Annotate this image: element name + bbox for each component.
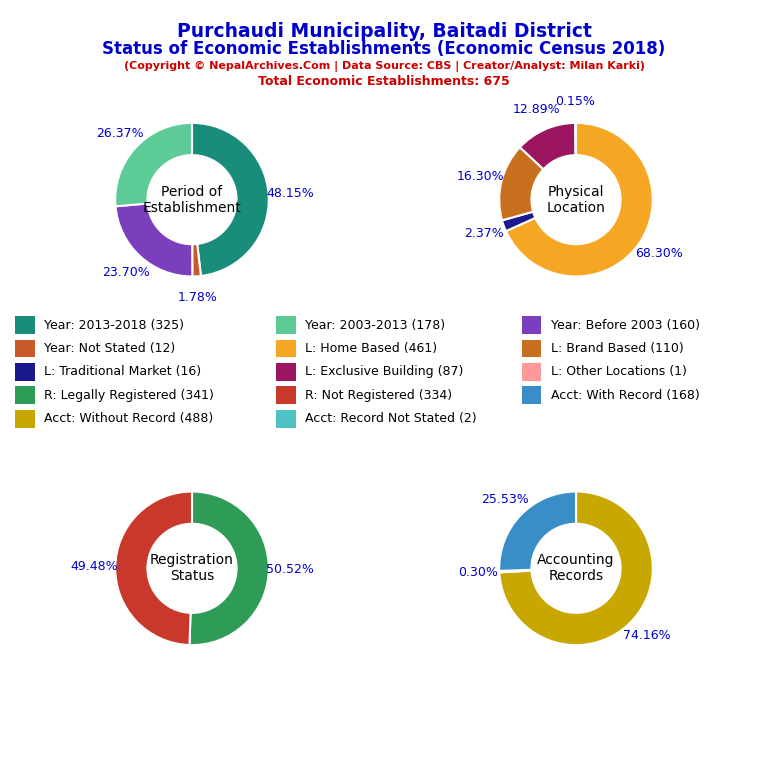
FancyBboxPatch shape	[276, 410, 296, 428]
Text: Year: 2003-2013 (178): Year: 2003-2013 (178)	[305, 319, 445, 332]
Text: R: Not Registered (334): R: Not Registered (334)	[305, 389, 452, 402]
FancyBboxPatch shape	[522, 339, 541, 357]
Wedge shape	[192, 244, 201, 276]
Text: 68.30%: 68.30%	[634, 247, 683, 260]
Text: Accounting
Records: Accounting Records	[538, 553, 614, 584]
Text: 25.53%: 25.53%	[482, 494, 529, 506]
FancyBboxPatch shape	[522, 316, 541, 334]
Wedge shape	[499, 492, 653, 645]
FancyBboxPatch shape	[276, 363, 296, 381]
Text: 49.48%: 49.48%	[70, 560, 118, 573]
Text: 1.78%: 1.78%	[178, 291, 218, 304]
Text: L: Brand Based (110): L: Brand Based (110)	[551, 342, 684, 355]
FancyBboxPatch shape	[15, 410, 35, 428]
Text: 26.37%: 26.37%	[96, 127, 144, 140]
Text: Year: Before 2003 (160): Year: Before 2003 (160)	[551, 319, 700, 332]
Wedge shape	[499, 570, 531, 572]
Wedge shape	[192, 123, 269, 276]
FancyBboxPatch shape	[276, 339, 296, 357]
FancyBboxPatch shape	[522, 363, 541, 381]
Text: Acct: Record Not Stated (2): Acct: Record Not Stated (2)	[305, 412, 476, 425]
Wedge shape	[499, 147, 544, 220]
Text: 48.15%: 48.15%	[266, 187, 314, 200]
Text: 23.70%: 23.70%	[102, 266, 150, 279]
Text: L: Home Based (461): L: Home Based (461)	[305, 342, 437, 355]
FancyBboxPatch shape	[15, 386, 35, 404]
Wedge shape	[190, 492, 269, 645]
Text: 16.30%: 16.30%	[457, 170, 505, 183]
Text: L: Traditional Market (16): L: Traditional Market (16)	[44, 366, 201, 379]
Wedge shape	[115, 204, 192, 276]
Text: Status of Economic Establishments (Economic Census 2018): Status of Economic Establishments (Econo…	[102, 40, 666, 58]
Wedge shape	[115, 123, 192, 207]
Wedge shape	[115, 492, 192, 645]
Text: Registration
Status: Registration Status	[150, 553, 234, 584]
FancyBboxPatch shape	[15, 363, 35, 381]
Text: Year: Not Stated (12): Year: Not Stated (12)	[44, 342, 175, 355]
Text: Year: 2013-2018 (325): Year: 2013-2018 (325)	[44, 319, 184, 332]
Wedge shape	[502, 212, 535, 231]
Text: Physical
Location: Physical Location	[547, 184, 605, 215]
Text: (Copyright © NepalArchives.Com | Data Source: CBS | Creator/Analyst: Milan Karki: (Copyright © NepalArchives.Com | Data So…	[124, 61, 644, 71]
Text: Purchaudi Municipality, Baitadi District: Purchaudi Municipality, Baitadi District	[177, 22, 591, 41]
Text: 74.16%: 74.16%	[624, 630, 671, 643]
Wedge shape	[506, 123, 653, 276]
Text: Acct: Without Record (488): Acct: Without Record (488)	[44, 412, 213, 425]
Wedge shape	[520, 123, 575, 169]
Text: Total Economic Establishments: 675: Total Economic Establishments: 675	[258, 75, 510, 88]
Text: 0.15%: 0.15%	[555, 95, 595, 108]
Text: L: Other Locations (1): L: Other Locations (1)	[551, 366, 687, 379]
Text: Acct: With Record (168): Acct: With Record (168)	[551, 389, 700, 402]
FancyBboxPatch shape	[15, 316, 35, 334]
FancyBboxPatch shape	[276, 316, 296, 334]
Text: 0.30%: 0.30%	[458, 566, 498, 579]
FancyBboxPatch shape	[15, 339, 35, 357]
Text: 12.89%: 12.89%	[512, 103, 560, 116]
Wedge shape	[499, 492, 576, 571]
Text: L: Exclusive Building (87): L: Exclusive Building (87)	[305, 366, 463, 379]
Text: 2.37%: 2.37%	[464, 227, 504, 240]
Text: 50.52%: 50.52%	[266, 564, 314, 577]
FancyBboxPatch shape	[522, 386, 541, 404]
Text: R: Legally Registered (341): R: Legally Registered (341)	[44, 389, 214, 402]
Text: Period of
Establishment: Period of Establishment	[143, 184, 241, 215]
FancyBboxPatch shape	[276, 386, 296, 404]
